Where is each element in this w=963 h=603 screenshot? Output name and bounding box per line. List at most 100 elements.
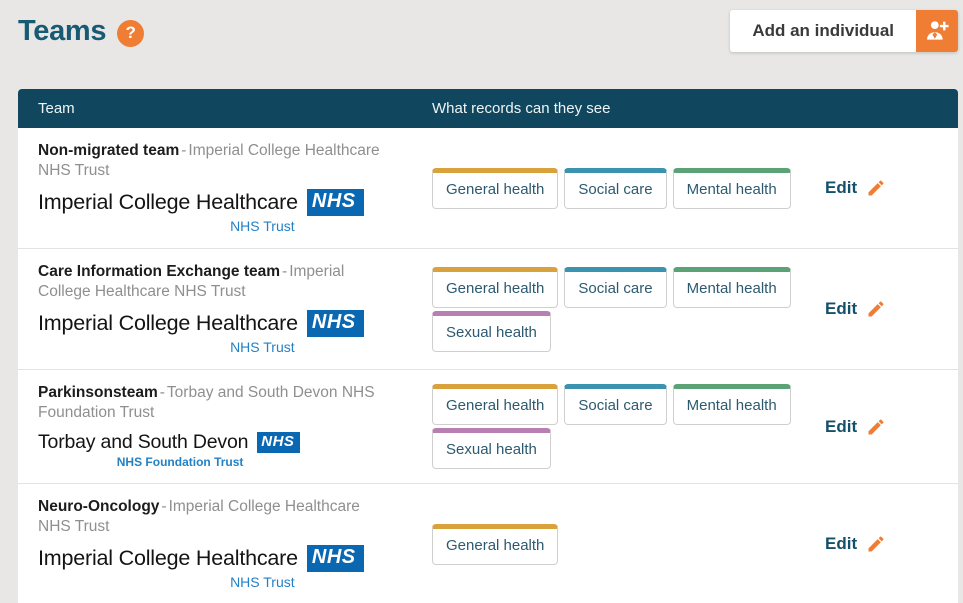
column-header-records: What records can they see	[432, 100, 611, 117]
record-tag: Mental health	[672, 384, 791, 425]
team-cell: Parkinsonsteam - Torbay and South Devon NH…	[18, 370, 432, 483]
trust-logo-line: Imperial College Healthcare NHS	[38, 545, 364, 572]
record-tags: General health Social care Mental health…	[432, 266, 807, 352]
records-cell: General health Social care Mental health…	[432, 249, 807, 369]
team-separator: -	[161, 498, 167, 515]
record-tag-label: Mental health	[686, 279, 777, 297]
trust-logo-line: Imperial College Healthcare NHS	[38, 310, 364, 337]
record-tag-label: Social care	[578, 279, 653, 297]
table-row: Non-migrated team - Imperial College Healt…	[18, 128, 958, 249]
records-cell: General health Social care Mental health	[432, 128, 807, 248]
record-tag: Mental health	[672, 266, 791, 308]
record-tag: Social care	[564, 266, 667, 308]
table-row: Neuro-Oncology - Imperial College Healthca…	[18, 484, 958, 603]
team-organisation: Imperial College Healthcare NHS Trust	[38, 142, 380, 179]
team-organisation: Imperial College Healthcare NHS Trust	[38, 498, 360, 535]
trust-logo-text: Imperial College Healthcare	[38, 190, 298, 214]
nhs-logo: NHS	[306, 189, 364, 216]
trust-logo-subtext: NHS Trust	[230, 339, 295, 355]
edit-link[interactable]: Edit	[825, 534, 858, 553]
trust-logo: Imperial College Healthcare NHS NHS Trus…	[38, 310, 364, 355]
trust-logo-text: Imperial College Healthcare	[38, 311, 298, 335]
add-individual-label: Add an individual	[752, 21, 894, 40]
trust-logo-subtext: NHS Trust	[230, 574, 295, 590]
edit-pencil-icon[interactable]	[866, 178, 886, 198]
record-tag-label: Social care	[578, 180, 653, 198]
record-tag-label: General health	[446, 397, 545, 414]
column-header-team: Team	[38, 100, 75, 117]
record-tag-label: Sexual health	[446, 323, 537, 341]
page-title: Teams	[18, 15, 107, 47]
records-cell: General health	[432, 484, 807, 603]
team-description: Neuro-Oncology - Imperial College Healthca…	[38, 497, 392, 537]
trust-logo: Imperial College Healthcare NHS NHS Trus…	[38, 545, 364, 590]
record-tag-label: Social care	[578, 397, 653, 414]
record-tag: General health	[432, 384, 559, 425]
edit-cell: Edit	[807, 370, 958, 483]
record-tag-label: Mental health	[686, 180, 777, 198]
team-description: Parkinsonsteam - Torbay and South Devon NH…	[38, 383, 392, 423]
team-name: Care Information Exchange team	[38, 263, 281, 280]
record-tag: Sexual health	[432, 428, 551, 469]
edit-link[interactable]: Edit	[825, 416, 858, 436]
record-tag-label: Mental health	[686, 397, 777, 414]
team-cell: Neuro-Oncology - Imperial College Healthca…	[18, 484, 432, 603]
team-organisation: Torbay and South Devon NHS Foundation Tr…	[38, 384, 375, 421]
team-name: Non-migrated team	[38, 142, 180, 159]
help-glyph: ?	[125, 23, 136, 42]
edit-pencil-icon[interactable]	[866, 417, 886, 437]
record-tags: General health Social care Mental health…	[432, 384, 807, 469]
trust-logo-line: Torbay and South Devon NHS	[38, 431, 301, 454]
nhs-logo: NHS	[257, 432, 301, 453]
trust-logo-line: Imperial College Healthcare NHS	[38, 189, 364, 216]
record-tag: Social care	[564, 384, 667, 425]
record-tag: General health	[432, 523, 559, 565]
record-tag-label: General health	[446, 536, 545, 554]
team-organisation: Imperial College Healthcare NHS Trust	[38, 263, 345, 300]
table-body: Non-migrated team - Imperial College Healt…	[18, 128, 958, 603]
trust-logo-subtext: NHS Trust	[230, 218, 295, 234]
record-tag-label: General health	[446, 279, 545, 297]
team-name: Neuro-Oncology	[38, 498, 160, 515]
record-tag: Mental health	[672, 167, 791, 209]
record-tag-label: General health	[446, 180, 545, 198]
page-header: Teams ?	[0, 0, 963, 48]
add-individual-button[interactable]: Add an individual	[730, 10, 958, 52]
team-separator: -	[159, 384, 165, 401]
help-icon[interactable]: ?	[117, 19, 145, 47]
team-separator: -	[282, 263, 288, 280]
team-separator: -	[181, 142, 187, 159]
trust-logo: Imperial College Healthcare NHS NHS Trus…	[38, 189, 364, 234]
record-tag: General health	[432, 266, 559, 308]
team-name: Parkinsonsteam	[38, 384, 158, 401]
edit-cell: Edit	[807, 484, 958, 603]
nhs-logo: NHS	[306, 545, 364, 572]
team-cell: Non-migrated team - Imperial College Healt…	[18, 128, 432, 248]
team-cell: Care Information Exchange team - Imperial …	[18, 249, 432, 369]
nhs-logo: NHS	[306, 310, 364, 337]
edit-pencil-icon[interactable]	[866, 299, 886, 319]
record-tag-label: Sexual health	[446, 441, 537, 458]
trust-logo-text: Torbay and South Devon	[38, 431, 249, 453]
edit-cell: Edit	[807, 249, 958, 369]
trust-logo-subtext: NHS Foundation Trust	[116, 455, 244, 469]
teams-table: Team What records can they see Non-migra…	[18, 89, 958, 603]
team-description: Non-migrated team - Imperial College Healt…	[38, 141, 392, 181]
records-cell: General health Social care Mental health…	[432, 370, 807, 483]
record-tags: General health	[432, 523, 559, 565]
record-tags: General health Social care Mental health	[432, 167, 791, 209]
team-description: Care Information Exchange team - Imperial …	[38, 262, 392, 302]
edit-link[interactable]: Edit	[825, 299, 858, 318]
table-row: Care Information Exchange team - Imperial …	[18, 249, 958, 370]
record-tag: Sexual health	[432, 310, 551, 352]
edit-cell: Edit	[807, 128, 958, 248]
record-tag: General health	[432, 167, 559, 209]
add-person-icon	[916, 10, 958, 52]
edit-link[interactable]: Edit	[825, 178, 858, 197]
record-tag: Social care	[564, 167, 667, 209]
trust-logo: Torbay and South Devon NHS NHS Foundatio…	[38, 431, 301, 469]
table-header-row: Team What records can they see	[18, 89, 958, 128]
table-row: Parkinsonsteam - Torbay and South Devon NH…	[18, 370, 958, 484]
edit-pencil-icon[interactable]	[866, 534, 886, 554]
